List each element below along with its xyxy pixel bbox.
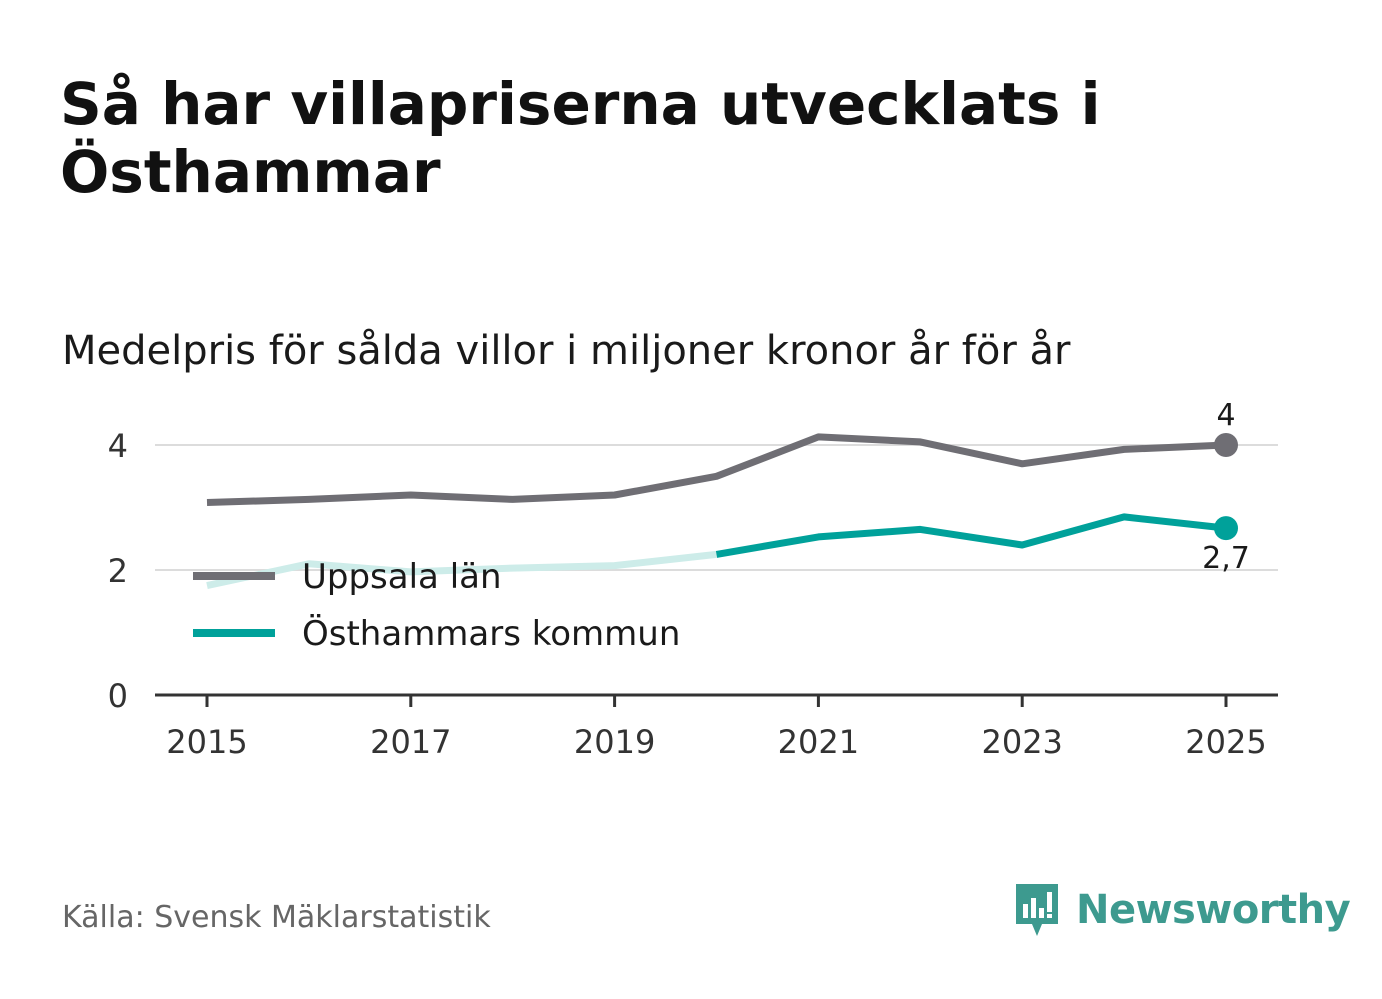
x-tick-label-2025: 2025 (1185, 723, 1266, 761)
point-osthammar-2025 (1214, 516, 1238, 541)
legend-label-uppsala: Uppsala län (302, 557, 502, 597)
newsworthy-logo-icon (1016, 884, 1058, 936)
x-tick-label-2015: 2015 (166, 723, 247, 761)
brand-name: Newsworthy (1076, 887, 1351, 933)
legend-label-osthammar: Östhammars kommun (302, 613, 680, 654)
brand-logo: Newsworthy (1012, 880, 1351, 940)
data-label-osthammar-end: 2,7 (1202, 541, 1250, 576)
x-tick-label-2017: 2017 (370, 723, 451, 761)
series-line-uppsala-lan (206, 433, 1227, 506)
series-line-osthammar-faded (206, 550, 717, 590)
point-uppsala-2025 (1214, 433, 1238, 457)
source-note: Källa: Svensk Mäklarstatistik (62, 900, 491, 935)
x-tick-label-2021: 2021 (778, 723, 859, 761)
series-line-osthammars-kommun (715, 513, 1227, 558)
chart-subtitle: Medelpris för sålda villor i miljoner kr… (62, 328, 1071, 374)
data-label-uppsala-end: 4 (1216, 398, 1235, 433)
y-tick-label-2: 2 (108, 552, 128, 590)
y-tick-label-0: 0 (108, 677, 128, 715)
x-tick-label-2023: 2023 (981, 723, 1062, 761)
chart-title: Så har villapriserna utvecklats i Östham… (60, 70, 1101, 206)
y-tick-label-4: 4 (108, 427, 128, 465)
x-tick-label-2019: 2019 (574, 723, 655, 761)
